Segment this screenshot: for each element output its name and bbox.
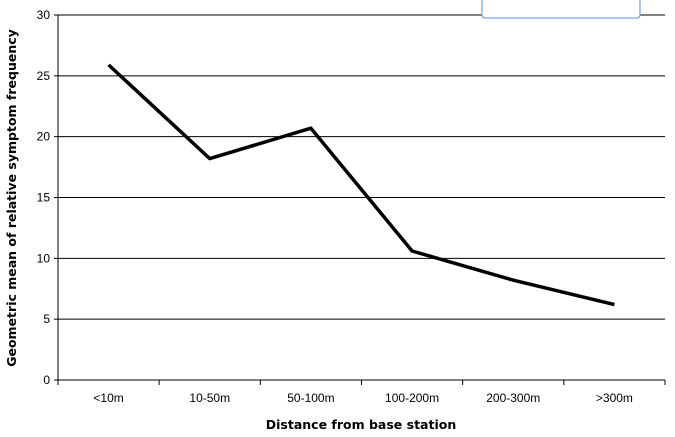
gridlines bbox=[58, 14, 665, 320]
y-tick-label: 20 bbox=[37, 130, 51, 144]
x-axis: <10m 10-50m 50-100m 100-200m 200-300m >300m bbox=[57, 379, 666, 405]
y-tick-label: 0 bbox=[43, 373, 50, 387]
y-axis: 0 5 10 15 20 25 30 bbox=[37, 8, 59, 387]
x-tick-label: 10-50m bbox=[189, 391, 230, 405]
x-axis-title: Distance from base station bbox=[266, 417, 456, 432]
x-tick-label: 100-200m bbox=[385, 391, 439, 405]
x-tick-label: 50-100m bbox=[287, 391, 334, 405]
legend-box bbox=[481, 0, 641, 19]
y-tick-label: 30 bbox=[37, 8, 51, 22]
x-tick-label: <10m bbox=[93, 391, 123, 405]
y-axis-title: Geometric mean of relative symptom frequ… bbox=[4, 29, 19, 367]
series-line bbox=[107, 63, 615, 307]
y-tick-label: 15 bbox=[37, 191, 51, 205]
y-tick-label: 10 bbox=[37, 251, 51, 265]
series-lines bbox=[107, 63, 615, 307]
x-tick-label: >300m bbox=[596, 391, 633, 405]
y-tick-label: 25 bbox=[37, 69, 51, 83]
y-tick-label: 5 bbox=[43, 312, 50, 326]
x-tick-label: 200-300m bbox=[486, 391, 540, 405]
